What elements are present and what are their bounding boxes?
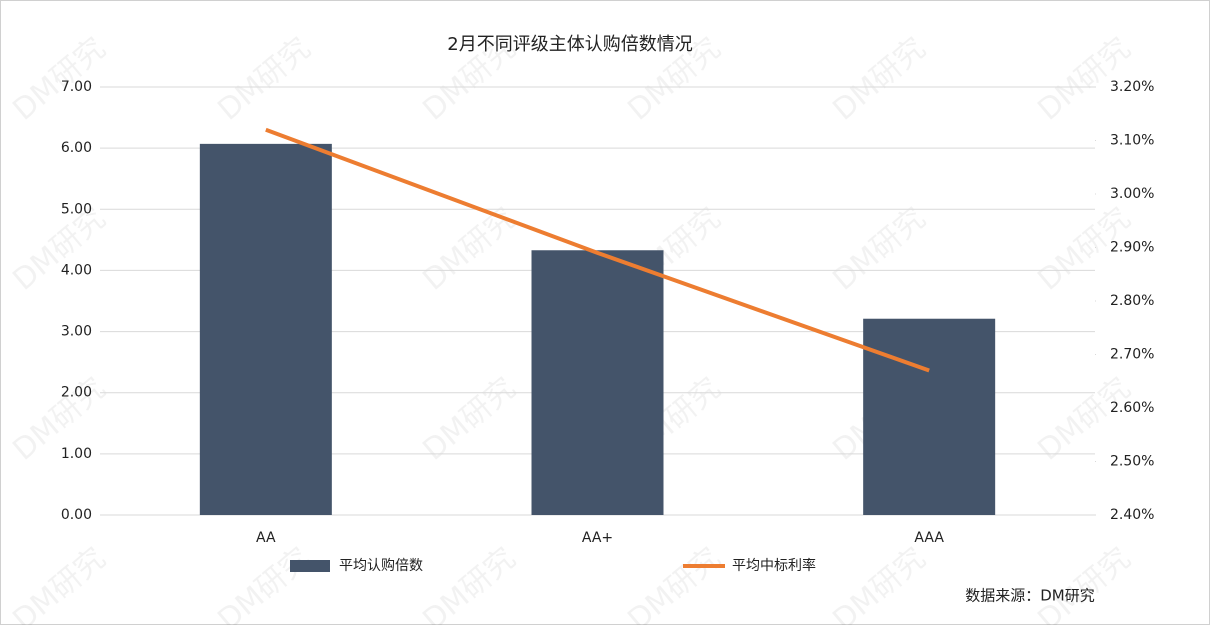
x-tick-label: AA xyxy=(256,530,276,546)
y2-tick-label: 2.50% xyxy=(1110,454,1154,470)
line-series xyxy=(265,127,930,373)
x-tick-label: AA+ xyxy=(582,530,613,546)
y-tick-label: 1.00 xyxy=(61,446,92,462)
y-tick-label: 3.00 xyxy=(61,324,92,340)
y2-tick-label: 2.40% xyxy=(1110,507,1154,523)
y-tick-label: 5.00 xyxy=(61,201,92,217)
x-tick-label: AAA xyxy=(914,530,944,546)
legend-label: 平均中标利率 xyxy=(732,557,816,574)
y2-tick-label: 2.90% xyxy=(1110,240,1154,256)
y-tick-label: 7.00 xyxy=(61,79,92,95)
y2-tick-label: 3.00% xyxy=(1110,186,1154,202)
y-tick-label: 6.00 xyxy=(61,140,92,156)
y2-tick-label: 2.60% xyxy=(1110,400,1154,416)
source-note: 数据来源：DM研究 xyxy=(965,587,1095,605)
y2-tick-label: 3.20% xyxy=(1110,79,1154,95)
y2-tick-label: 2.70% xyxy=(1110,347,1154,363)
legend-label: 平均认购倍数 xyxy=(339,558,423,574)
y2-tick-label: 3.10% xyxy=(1110,133,1154,149)
bar xyxy=(531,250,664,515)
chart-title: 2月不同评级主体认购倍数情况 xyxy=(447,34,692,55)
bar xyxy=(863,318,996,515)
y2-tick-label: 2.80% xyxy=(1110,293,1154,309)
y-tick-label: 4.00 xyxy=(61,262,92,278)
legend-swatch xyxy=(290,560,330,572)
bar xyxy=(199,143,332,515)
y-tick-label: 2.00 xyxy=(61,385,92,401)
y-tick-label: 0.00 xyxy=(61,507,92,523)
